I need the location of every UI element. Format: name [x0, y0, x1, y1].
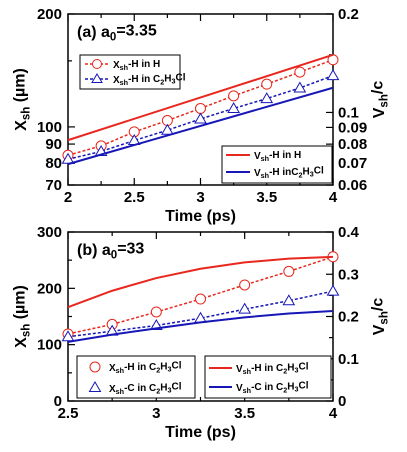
x-tick-label: 3: [196, 189, 204, 206]
legend-right-box: [204, 355, 332, 399]
data-point-circle: [294, 66, 306, 78]
y-right-tick-label: 0.3: [338, 266, 359, 283]
data-point-triangle: [238, 302, 252, 314]
data-point-triangle: [326, 69, 340, 81]
x-tick-label: 4: [329, 405, 338, 422]
x-tick-label: 2: [64, 189, 72, 206]
legend-label: Xsh-H in C2H3Cl: [109, 360, 182, 375]
data-point-circle: [195, 102, 206, 114]
x-tick-label: 3: [152, 405, 160, 422]
y-left-tick-label: 0: [54, 393, 62, 410]
legend-marker-triangle: [91, 73, 103, 83]
y-right-tick-label: 0.2: [338, 6, 359, 23]
y-left-tick-label: 100: [37, 337, 62, 354]
data-point-circle: [327, 54, 339, 66]
y-right-tick-label: 0.07: [338, 155, 367, 172]
data-point-circle: [283, 265, 295, 277]
data-point-triangle: [260, 92, 274, 104]
y-right-tick-label: 0.09: [338, 119, 367, 136]
data-point-circle: [195, 293, 206, 305]
legend-marker-triangle: [88, 381, 102, 392]
legend-label: Vsh-H in C2H3Cl: [236, 361, 309, 376]
data-point-triangle: [326, 284, 340, 296]
y-right-tick-label: 0: [338, 393, 346, 410]
legend-marker-circle: [89, 361, 101, 373]
legend-label: Vsh-H inC2H3Cl: [254, 165, 324, 180]
y-right-tick-label: 0.2: [338, 309, 359, 326]
panel-title: (a) a0=3.35: [77, 23, 157, 44]
x-axis-title: Time (ps): [165, 208, 236, 225]
legend-right-box: [221, 145, 333, 184]
y-left-tick-label: 90: [45, 136, 62, 153]
legend-label: Xsh-H in C2H3Cl: [113, 72, 186, 87]
y-left-tick-label: 300: [37, 224, 62, 241]
data-point-triangle: [61, 330, 75, 342]
series-line-3: [67, 310, 334, 343]
x-tick-label: 2.5: [124, 189, 145, 206]
y-right-tick-label: 0.06: [338, 177, 367, 194]
x-tick-label: 4: [329, 189, 338, 206]
y-left-tick-label: 200: [37, 280, 62, 297]
y-right-tick-label: 0.1: [338, 104, 359, 121]
y-left-axis-title: Xsh (µm): [12, 68, 33, 131]
x-tick-label: 3.5: [256, 189, 277, 206]
data-point-circle: [239, 279, 251, 291]
data-point-triangle: [194, 112, 207, 124]
legend-label: Vsh-H in H: [254, 150, 301, 163]
y-right-axis-title: Vsh/c: [370, 81, 391, 119]
series-line-1: [67, 74, 334, 160]
x-axis-title: Time (ps): [165, 424, 236, 441]
y-left-tick-label: 100: [37, 119, 62, 136]
legend-label: Vsh-C in C2H3Cl: [236, 380, 309, 395]
panel-title: (b) a0=33: [77, 241, 144, 262]
data-point-circle: [228, 90, 240, 102]
data-point-triangle: [227, 101, 240, 113]
legend-marker-circle: [92, 59, 102, 69]
y-right-axis-title: Vsh/c: [370, 298, 391, 336]
data-point-triangle: [282, 294, 296, 306]
y-left-tick-label: 200: [37, 6, 62, 23]
data-point-circle: [150, 306, 162, 318]
data-point-circle: [261, 78, 273, 90]
series-line-2: [67, 255, 334, 309]
y-left-axis-title: Xsh (µm): [12, 285, 33, 348]
y-right-tick-label: 0.08: [338, 136, 367, 153]
y-left-tick-label: 70: [45, 177, 62, 194]
y-right-tick-label: 0.4: [338, 224, 360, 241]
data-point-triangle: [161, 123, 174, 135]
x-tick-label: 3.5: [234, 405, 255, 422]
data-point-triangle: [293, 81, 307, 93]
legend-label: Xsh-C in C2H3Cl: [109, 381, 182, 396]
legend-label: Xsh-H in H: [113, 59, 160, 72]
series-line-3: [67, 86, 334, 166]
series-line-2: [67, 53, 334, 142]
x-tick-label: 2.5: [58, 405, 79, 422]
y-left-tick-label: 80: [45, 155, 62, 172]
y-right-tick-label: 0.1: [338, 351, 359, 368]
